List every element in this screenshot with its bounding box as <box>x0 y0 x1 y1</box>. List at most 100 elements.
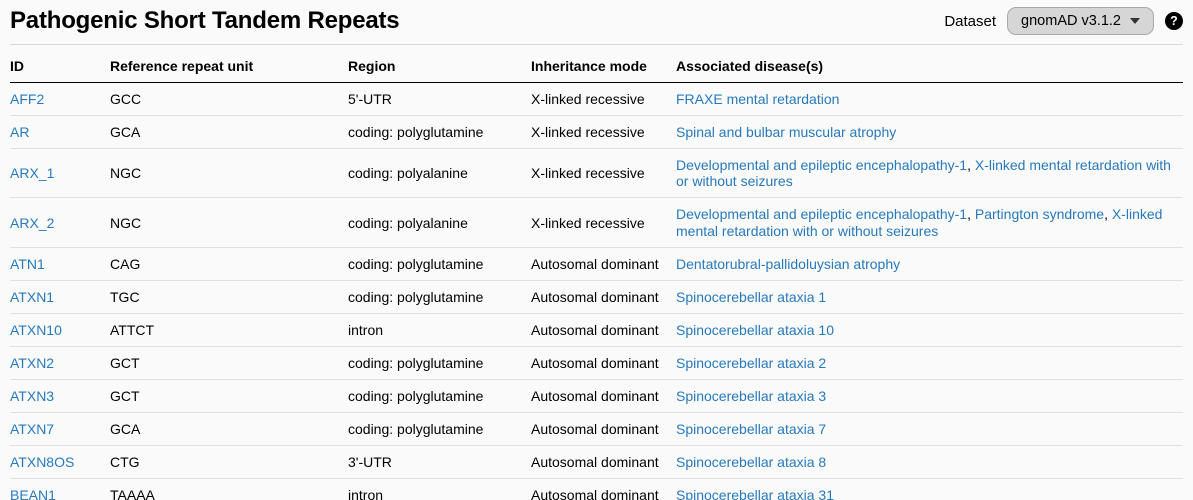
disease-link[interactable]: Developmental and epileptic encephalopat… <box>676 206 968 223</box>
str-id-link[interactable]: ATXN8OS <box>10 454 75 471</box>
id-cell: AFF2 <box>10 83 110 115</box>
repeat-unit-cell: CTG <box>110 454 140 471</box>
diseases-cell: Spinocerebellar ataxia 10 <box>676 314 1183 346</box>
disease-link[interactable]: Spinocerebellar ataxia 3 <box>676 388 827 405</box>
disease-link[interactable]: Spinocerebellar ataxia 10 <box>676 321 834 338</box>
region-cell: 5'-UTR <box>348 91 392 108</box>
repeat-unit-cell: ATTCT <box>110 321 155 338</box>
str-id-link[interactable]: ATXN10 <box>10 321 62 338</box>
table-row: BEAN1 TAAAA intron Autosomal dominant Spinoc… <box>10 479 1183 500</box>
id-cell: ATN1 <box>10 248 110 280</box>
region-cell: intron <box>348 487 384 500</box>
disease-link[interactable]: Spinocerebellar ataxia 31 <box>676 487 834 500</box>
disease-link[interactable]: Partington syndrome <box>974 206 1105 223</box>
inheritance-cell: Autosomal dominant <box>531 487 659 500</box>
region-cell: coding: polyglutamine <box>348 124 484 141</box>
repeat-unit-cell: CAG <box>110 255 141 272</box>
dataset-selector-button[interactable]: gnomAD v3.1.2 <box>1007 7 1154 35</box>
str-id-link[interactable]: AFF2 <box>10 91 45 108</box>
diseases-cell: Developmental and epileptic encephalopat… <box>676 206 1163 239</box>
page-header: Pathogenic Short Tandem Repeats Dataset … <box>10 0 1183 45</box>
column-header-3: Inheritance mode <box>531 58 647 74</box>
diseases-cell: FRAXE mental retardation <box>676 83 1183 115</box>
region-cell: coding: polyalanine <box>348 214 468 231</box>
diseases-cell: Spinocerebellar ataxia 31 <box>676 479 1183 500</box>
disease-link[interactable]: Spinocerebellar ataxia 1 <box>676 288 827 305</box>
disease-link[interactable]: Spinocerebellar ataxia 8 <box>676 454 827 471</box>
repeat-unit-cell: GCC <box>110 91 142 108</box>
id-cell: ARX_1 <box>10 157 110 189</box>
diseases-cell: Spinocerebellar ataxia 3 <box>676 380 1183 412</box>
disease-link[interactable]: Dentatorubral-pallidoluysian atrophy <box>676 255 901 272</box>
dataset-label: Dataset <box>944 12 997 30</box>
region-cell: coding: polyalanine <box>348 165 468 182</box>
disease-link[interactable]: FRAXE mental retardation <box>676 91 840 108</box>
dataset-controls: Dataset gnomAD v3.1.2 ? <box>944 7 1183 35</box>
id-cell: ARX_2 <box>10 207 110 239</box>
disease-link[interactable]: X-linked mental retardation with or with… <box>676 206 1163 239</box>
id-cell: AR <box>10 116 110 148</box>
repeat-unit-cell: TAAAA <box>110 487 155 500</box>
column-header-0: ID <box>10 58 24 74</box>
diseases-cell: Spinocerebellar ataxia 2 <box>676 347 1183 379</box>
diseases-cell: Dentatorubral-pallidoluysian atrophy <box>676 248 1183 280</box>
repeat-unit-cell: TGC <box>110 288 140 305</box>
str-id-link[interactable]: ATXN1 <box>10 288 55 305</box>
table-row: ATXN10 ATTCT intron Autosomal dominant Spino… <box>10 314 1183 347</box>
str-id-link[interactable]: ARX_1 <box>10 165 55 182</box>
region-cell: coding: polyglutamine <box>348 421 484 438</box>
str-table: ID Reference repeat unit Region Inheritance… <box>10 45 1183 500</box>
diseases-cell: Spinocerebellar ataxia 8 <box>676 446 1183 478</box>
region-cell: 3'-UTR <box>348 454 392 471</box>
region-cell: coding: polyglutamine <box>348 388 484 405</box>
id-cell: ATXN2 <box>10 347 110 379</box>
inheritance-cell: X-linked recessive <box>531 124 645 141</box>
str-id-link[interactable]: AR <box>10 124 30 141</box>
diseases-cell: Spinocerebellar ataxia 1 <box>676 281 1183 313</box>
column-header-4: Associated disease(s) <box>676 58 824 74</box>
help-icon[interactable]: ? <box>1165 12 1183 30</box>
str-id-link[interactable]: ARX_2 <box>10 214 55 231</box>
disease-link[interactable]: Spinal and bulbar muscular atrophy <box>676 124 897 141</box>
diseases-cell: Developmental and epileptic encephalopat… <box>676 157 1171 190</box>
dataset-selected-value: gnomAD v3.1.2 <box>1021 13 1121 29</box>
disease-link[interactable]: Spinocerebellar ataxia 7 <box>676 421 827 438</box>
diseases-cell: Spinal and bulbar muscular atrophy <box>676 116 1183 148</box>
id-cell: BEAN1 <box>10 479 110 500</box>
inheritance-cell: X-linked recessive <box>531 214 645 231</box>
region-cell: intron <box>348 321 384 338</box>
inheritance-cell: Autosomal dominant <box>531 288 659 305</box>
table-header-row: ID Reference repeat unit Region Inheritance… <box>10 45 1183 84</box>
inheritance-cell: Autosomal dominant <box>531 321 659 338</box>
column-header-2: Region <box>348 58 396 74</box>
str-id-link[interactable]: ATXN2 <box>10 354 55 371</box>
str-id-link[interactable]: ATN1 <box>10 255 45 272</box>
str-id-link[interactable]: BEAN1 <box>10 487 56 500</box>
table-row: AFF2 GCC 5'-UTR X-linked recessive FRAXE men… <box>10 83 1183 117</box>
repeat-unit-cell: NGC <box>110 214 142 231</box>
region-cell: coding: polyglutamine <box>348 255 484 272</box>
table-row: ATXN8OS CTG 3'-UTR Autosomal dominant Spinoc… <box>10 446 1183 480</box>
region-cell: coding: polyglutamine <box>348 288 484 305</box>
id-cell: ATXN10 <box>10 314 110 346</box>
id-cell: ATXN7 <box>10 413 110 445</box>
disease-link[interactable]: Spinocerebellar ataxia 2 <box>676 354 827 371</box>
disease-link[interactable]: X-linked mental retardation with or with… <box>676 157 1171 190</box>
inheritance-cell: Autosomal dominant <box>531 255 659 272</box>
repeat-unit-cell: GCA <box>110 124 141 141</box>
table-row: ATXN3 GCT coding: polyglutamine Autosomal d… <box>10 380 1183 414</box>
inheritance-cell: Autosomal dominant <box>531 454 659 471</box>
table-row: AR GCA coding: polyglutamine X-linked reces… <box>10 116 1183 150</box>
region-cell: coding: polyglutamine <box>348 354 484 371</box>
page-title: Pathogenic Short Tandem Repeats <box>10 7 400 34</box>
table-row: ATXN2 GCT coding: polyglutamine Autosomal d… <box>10 347 1183 381</box>
str-id-link[interactable]: ATXN7 <box>10 421 55 438</box>
table-row: ARX_1 NGC coding: polyalanine X-linked rece… <box>10 149 1183 199</box>
disease-link[interactable]: Developmental and epileptic encephalopat… <box>676 157 968 174</box>
repeat-unit-cell: GCT <box>110 388 140 405</box>
str-table-body: AFF2 GCC 5'-UTR X-linked recessive FRAXE men… <box>10 83 1183 500</box>
table-row: ATXN1 TGC coding: polyglutamine Autosomal d… <box>10 281 1183 314</box>
str-id-link[interactable]: ATXN3 <box>10 388 55 405</box>
table-row: ATXN7 GCA coding: polyglutamine Autosomal d… <box>10 413 1183 447</box>
